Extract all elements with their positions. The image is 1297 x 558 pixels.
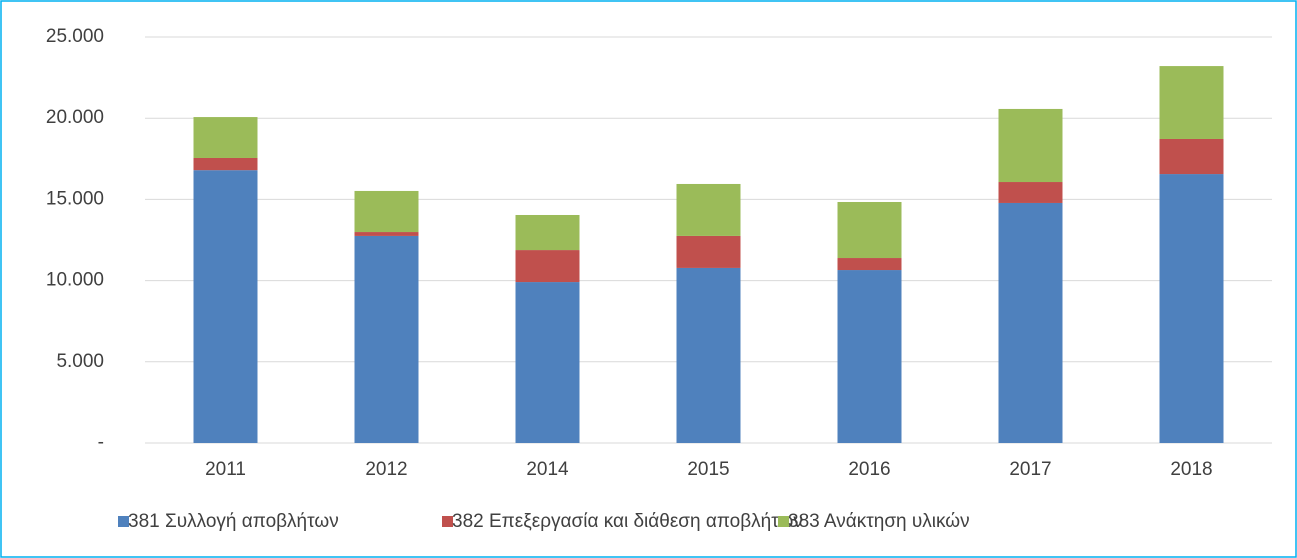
bar-segment [998, 182, 1063, 203]
bar-segment [837, 270, 902, 443]
bar-segment [515, 282, 580, 443]
x-tick-label: 2015 [687, 459, 729, 480]
x-tick-label: 2014 [526, 459, 569, 480]
bar-segment [354, 190, 419, 233]
y-tick-label: 15.000 [46, 188, 104, 209]
bar-segment [193, 157, 258, 171]
legend-label: 382 Επεξεργασία και διάθεση αποβλήτων [452, 511, 803, 532]
bar-segment [193, 117, 258, 158]
y-tick-label: 5.000 [56, 351, 104, 372]
bar-segment [998, 202, 1063, 443]
bar-segment [1159, 138, 1224, 175]
legend-label: 381 Συλλογή αποβλήτων [128, 511, 339, 532]
x-tick-label: 2017 [1009, 459, 1051, 480]
bar-segment [1159, 174, 1224, 443]
bar-segment [837, 201, 902, 259]
y-tick-label: 20.000 [46, 107, 104, 128]
y-tick-label: - [98, 432, 104, 453]
bar-segment [1159, 66, 1224, 139]
bar-segment [515, 214, 580, 251]
y-tick-label: 10.000 [46, 270, 104, 291]
bar-segment [515, 250, 580, 283]
bar-segment [676, 235, 741, 268]
bar-segment [354, 235, 419, 443]
legend-label: 383 Ανάκτηση υλικών [788, 511, 970, 532]
x-tick-label: 2016 [848, 459, 890, 480]
bar-segment [998, 108, 1063, 183]
legend-swatch [778, 516, 789, 527]
bar-segment [193, 170, 258, 443]
x-tick-label: 2011 [205, 459, 246, 480]
legend-swatch [442, 516, 453, 527]
x-tick-label: 2018 [1170, 459, 1212, 480]
legend-swatch [118, 516, 129, 527]
bar-segment [354, 232, 419, 236]
x-tick-label: 2012 [365, 459, 407, 480]
bar-segment [837, 258, 902, 271]
bar-segment [676, 267, 741, 443]
bar-segment [676, 183, 741, 236]
y-tick-label: 25.000 [46, 26, 104, 47]
